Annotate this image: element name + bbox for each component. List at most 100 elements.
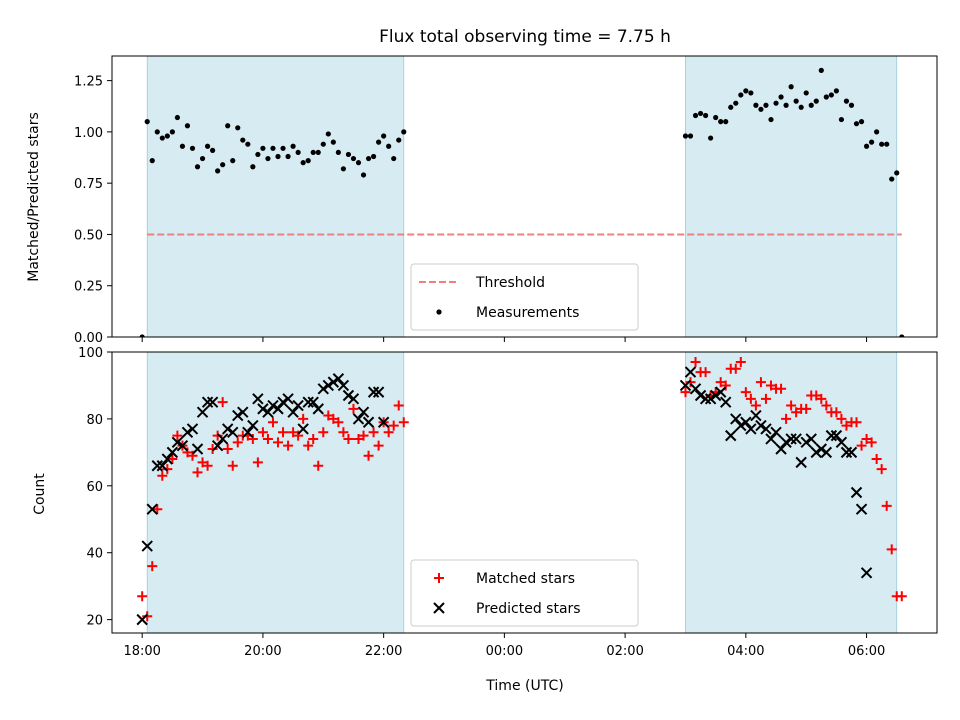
measurement-point [335,149,341,156]
matched-star-marker [227,460,238,471]
matched-star-marker [308,433,319,444]
measurement-point [401,129,407,135]
predicted-star-marker [252,393,264,405]
predicted-star-marker [780,436,792,449]
matched-star-marker [182,447,193,458]
x-tick-label: 02:00 [606,644,643,659]
plot-frame [111,351,938,634]
predicted-star-marker [725,429,737,442]
matched-star-marker [786,400,797,411]
measurement-point [702,112,709,119]
measurement-point [718,119,724,125]
measurement-point [848,102,855,108]
matched-star-marker [288,427,299,438]
measurement-point [838,116,845,123]
measurement-point [879,141,885,147]
predicted-star-marker [141,540,153,552]
measurement-point [381,133,387,139]
predicted-star-marker [201,396,214,408]
predicted-star-marker [377,416,390,428]
matched-star-marker [881,500,892,511]
matched-star-marker [383,427,394,438]
measurement-point [899,334,905,337]
predicted-star-marker [775,443,787,455]
matched-star-marker [750,400,761,411]
predicted-star-marker [196,406,209,418]
measurement-point [194,164,201,170]
measurement-point [728,104,734,110]
measurement-point [159,135,165,141]
measurement-point [139,334,145,337]
predicted-star-marker [372,386,385,398]
plot-frame [111,55,938,338]
measurement-point [174,114,180,121]
predicted-star-marker [840,446,853,459]
matched-star-marker [745,393,756,404]
matched-star-marker [252,457,263,468]
measurement-point [376,139,382,145]
measurement-point [290,143,296,149]
measurement-point [179,143,186,149]
predicted-star-marker [760,423,772,435]
measurement-point [803,90,809,96]
x-tick-label: 00:00 [486,644,523,659]
measurement-point [858,119,865,125]
matched-star-marker [841,420,852,431]
predicted-star-marker [292,399,304,412]
matched-star-marker [202,460,213,471]
predicted-star-marker [730,413,742,425]
measurement-point [391,155,397,162]
predicted-star-marker [795,456,807,469]
measurement-point [305,158,311,164]
predicted-star-marker [171,436,184,449]
measurement-point [753,102,759,108]
measurement-point [154,129,160,135]
x-axis-label: Time (UTC) [485,678,563,694]
measurement-point [869,139,875,145]
y-tick-label: 20 [86,614,103,629]
predicted-star-marker [237,406,249,418]
measurement-point [245,141,251,147]
matched-star-marker [333,417,344,428]
predicted-star-marker [810,446,822,459]
matched-star-marker [262,433,273,444]
measurement-point [280,145,286,151]
matched-star-marker [740,387,751,398]
predicted-star-marker [247,419,259,432]
measurement-point [330,139,336,145]
predicted-star-marker [740,416,752,428]
predicted-star-marker [684,366,697,378]
matched-star-marker [831,407,842,418]
measurement-point [345,151,352,158]
measurement-point [833,88,839,94]
matched-star-marker [896,591,907,602]
predicted-star-marker [161,453,174,465]
measurement-point [793,98,799,104]
y-tick-label: 1.25 [74,75,103,90]
y-tick-label: 40 [86,547,103,562]
measurement-point [697,110,704,117]
measurement-point [823,94,829,100]
matched-star-marker [348,403,359,414]
measurement-point [853,121,860,127]
predicted-star-marker [835,436,848,449]
matched-star-marker [147,561,158,572]
matched-star-marker [358,430,369,441]
matched-star-marker [871,454,882,465]
y-tick-label: 0.00 [74,331,103,346]
matched-star-marker [821,400,832,411]
y-tick-label: 60 [86,480,103,495]
y-tick-label: 1.00 [74,126,103,141]
predicted-star-marker [307,396,319,408]
plot-area [136,357,907,626]
predicted-star-marker [156,460,169,472]
predicted-star-marker [352,413,365,425]
matched-star-marker [765,380,776,391]
measurement-point [783,102,789,108]
matched-star-marker [755,377,766,388]
matched-star-marker [680,387,691,398]
matched-star-marker [393,400,404,411]
matched-star-marker [791,407,802,418]
measurement-point [778,94,784,100]
